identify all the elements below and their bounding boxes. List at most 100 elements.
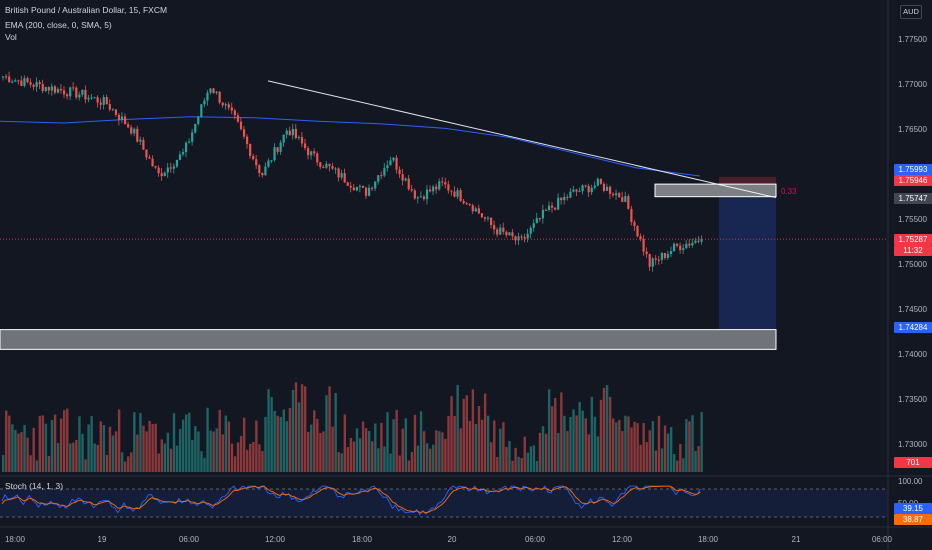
candle-body bbox=[666, 253, 670, 258]
volume-bar bbox=[496, 456, 499, 472]
candle-body bbox=[352, 187, 355, 191]
volume-bar bbox=[53, 414, 57, 472]
volume-bar bbox=[325, 395, 328, 472]
candle-body bbox=[477, 208, 480, 214]
candle-body bbox=[608, 186, 612, 194]
volume-bar bbox=[340, 453, 343, 472]
volume-bar bbox=[163, 443, 167, 472]
volume-bar bbox=[136, 434, 139, 472]
volume-bar bbox=[59, 418, 63, 472]
candle-body bbox=[93, 97, 96, 99]
volume-bar bbox=[544, 433, 548, 472]
trendline bbox=[267, 80, 777, 199]
candle-body bbox=[669, 251, 673, 254]
candle-body bbox=[349, 185, 352, 188]
candle-body bbox=[538, 218, 541, 220]
candle-body bbox=[11, 81, 14, 83]
volume-bar bbox=[221, 434, 224, 472]
candle-body bbox=[322, 167, 325, 169]
candle-body bbox=[273, 147, 276, 161]
volume-bar bbox=[133, 412, 136, 472]
volume-bar bbox=[26, 437, 29, 472]
volume-bar bbox=[17, 433, 20, 472]
volume-bar bbox=[657, 415, 661, 472]
candle-body bbox=[486, 217, 490, 219]
volume-bar bbox=[429, 448, 432, 472]
candle-body bbox=[249, 143, 252, 157]
candle-body bbox=[267, 160, 270, 167]
candle-body bbox=[23, 78, 26, 86]
candle-body bbox=[444, 182, 447, 185]
volume-bar bbox=[160, 439, 163, 472]
candle-body bbox=[425, 189, 429, 200]
candle-body bbox=[514, 236, 517, 241]
time-tick-label: 18:00 bbox=[351, 535, 373, 544]
candle-body bbox=[496, 229, 499, 235]
candle-body bbox=[313, 151, 316, 154]
risk-reward-label: 0.33 bbox=[781, 187, 797, 196]
volume-bar bbox=[56, 442, 60, 472]
candle-body bbox=[270, 160, 273, 162]
volume-bar bbox=[694, 450, 697, 472]
candle-body bbox=[264, 166, 267, 176]
volume-bar bbox=[581, 410, 584, 472]
take-profit-zone bbox=[719, 196, 776, 330]
candle-body bbox=[557, 197, 560, 210]
ema-legend[interactable]: EMA (200, close, 0, SMA, 5) bbox=[5, 20, 112, 30]
symbol-title[interactable]: British Pound / Australian Dollar, 15, F… bbox=[5, 5, 168, 15]
volume-bar bbox=[697, 446, 700, 472]
volume-bar bbox=[557, 433, 560, 472]
volume-bar bbox=[602, 387, 606, 472]
volume-bar bbox=[459, 428, 462, 472]
volume-bar bbox=[590, 396, 594, 472]
volume-bar bbox=[267, 389, 270, 472]
candle-body bbox=[69, 87, 72, 97]
candle-body bbox=[389, 160, 392, 166]
volume-bar bbox=[639, 444, 642, 472]
candle-body bbox=[621, 197, 624, 202]
volume-bar bbox=[194, 426, 197, 472]
volume-bar bbox=[233, 456, 237, 472]
volume-bar bbox=[682, 458, 685, 472]
candle-body bbox=[230, 107, 233, 111]
candle-body bbox=[523, 236, 526, 239]
candle-body bbox=[438, 181, 441, 190]
volume-bar bbox=[111, 435, 115, 472]
volume-bar bbox=[593, 416, 597, 472]
candle-body bbox=[242, 129, 246, 137]
candle-body bbox=[276, 147, 279, 152]
candle-body bbox=[599, 178, 602, 184]
volume-bar bbox=[258, 444, 261, 472]
candle-body bbox=[636, 226, 639, 237]
candle-body bbox=[325, 163, 328, 168]
volume-bar bbox=[230, 443, 234, 472]
candle-body bbox=[422, 196, 426, 200]
candle-body bbox=[20, 80, 23, 86]
candle-body bbox=[285, 130, 288, 135]
volume-bar bbox=[599, 399, 603, 472]
volume-bar bbox=[66, 408, 69, 472]
candle-body bbox=[148, 157, 151, 159]
candle-body bbox=[358, 185, 362, 187]
candle-body bbox=[605, 186, 609, 191]
candle-body bbox=[368, 187, 371, 196]
volume-bar bbox=[645, 442, 648, 472]
volume-bar bbox=[523, 436, 526, 472]
candle-body bbox=[584, 185, 587, 187]
stoch-legend[interactable]: Stoch (14, 1, 3) bbox=[5, 481, 64, 491]
volume-bar bbox=[227, 421, 231, 472]
candle-body bbox=[651, 258, 654, 267]
candle-body bbox=[474, 208, 477, 212]
currency-button[interactable]: AUD bbox=[900, 5, 922, 19]
candle-body bbox=[569, 191, 572, 198]
volume-legend[interactable]: Vol bbox=[5, 32, 17, 42]
candle-body bbox=[676, 243, 679, 246]
volume-bar bbox=[200, 451, 203, 472]
candle-body bbox=[307, 148, 310, 156]
volume-bar bbox=[578, 401, 581, 472]
candle-body bbox=[303, 143, 307, 149]
volume-bar bbox=[486, 415, 490, 472]
price-tick-label: 1.75000 bbox=[898, 259, 927, 269]
time-tick-label: 21 bbox=[791, 535, 801, 544]
